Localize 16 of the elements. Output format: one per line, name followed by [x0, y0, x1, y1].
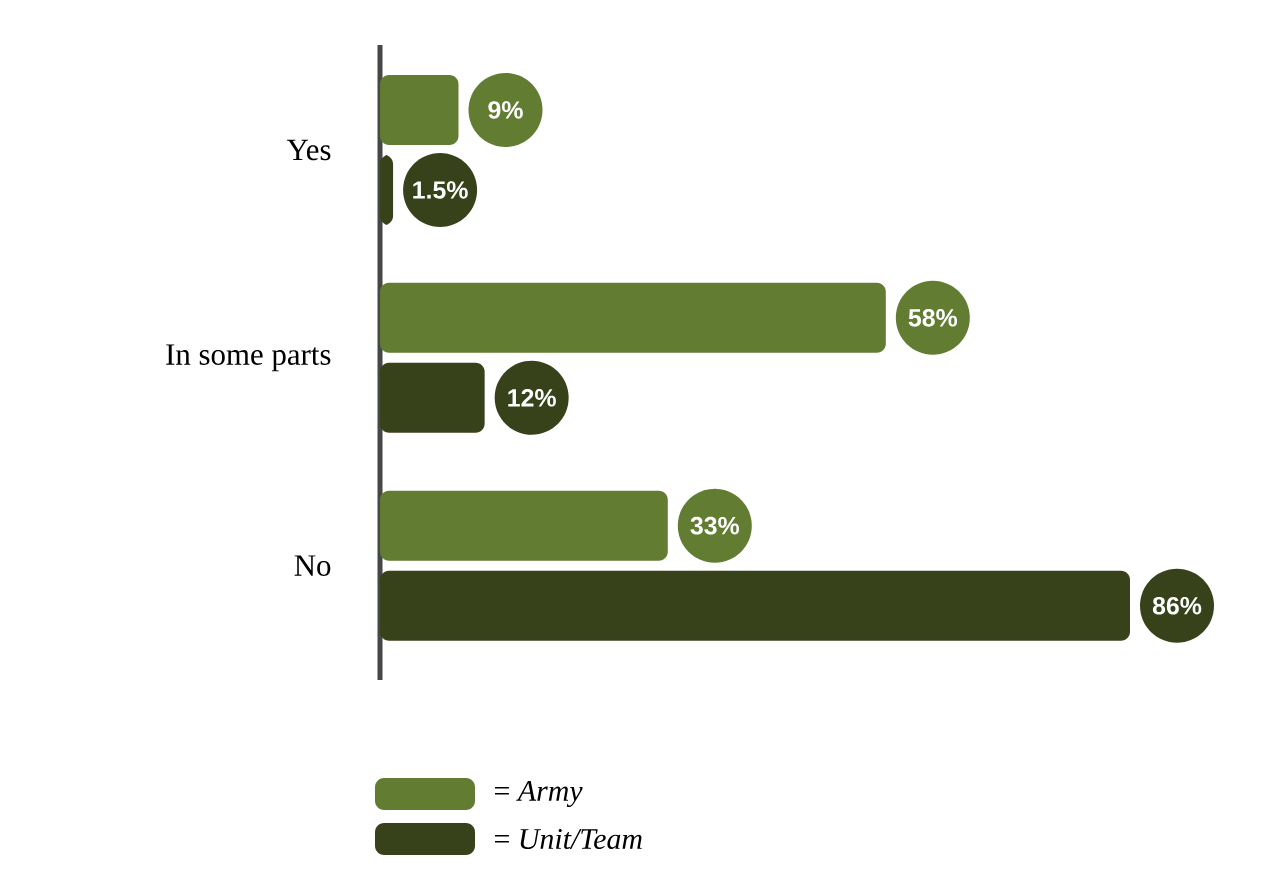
legend-label: = Army: [495, 780, 583, 808]
legend-label: = Unit/Team: [495, 828, 642, 850]
bar: [380, 570, 1130, 641]
data-label: 9%: [488, 101, 523, 119]
bar: [380, 490, 668, 561]
data-label: 1.5%: [413, 181, 468, 199]
bar: [380, 74, 459, 145]
bar: [380, 282, 886, 353]
y-tick-label: In some parts: [166, 344, 331, 372]
data-label: 58%: [908, 309, 958, 327]
bar: [380, 362, 485, 433]
data-label: 86%: [1152, 596, 1202, 615]
y-tick-label: No: [294, 555, 331, 576]
data-label: 33%: [690, 516, 740, 535]
data-label: 12%: [508, 389, 556, 407]
y-tick-label: Yes: [286, 139, 331, 161]
